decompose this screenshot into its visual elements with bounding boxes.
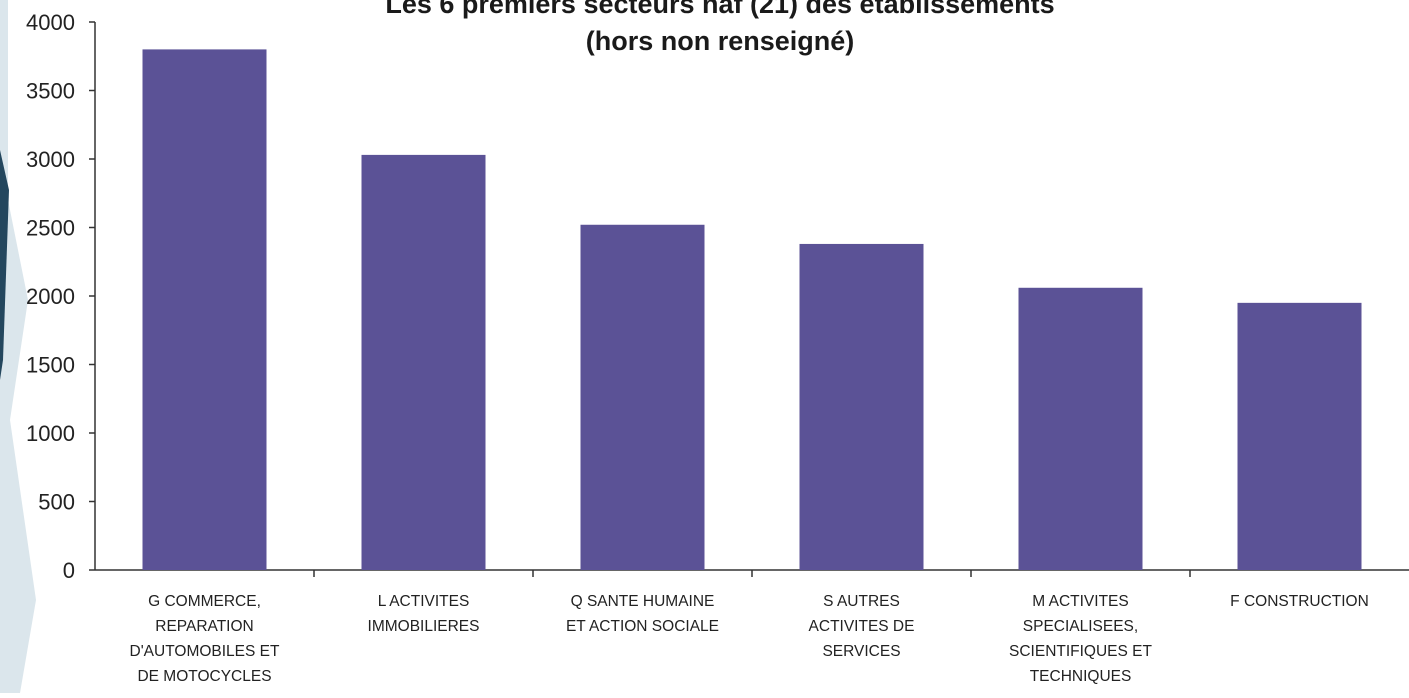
x-tick-label-line: S AUTRES [823,593,900,610]
x-tick-label-line: F CONSTRUCTION [1230,593,1369,610]
x-tick-label-line: DE MOTOCYCLES [137,668,271,685]
x-tick-label-line: ET ACTION SOCIALE [566,618,719,635]
y-tick-label: 4000 [26,10,75,35]
x-tick-label: M ACTIVITES SPECIALISEES, SCIENTIFIQUES ET… [1009,593,1152,685]
x-tick-label-line: ACTIVITES DE [809,618,915,635]
x-tick-label-line: G COMMERCE, [148,593,261,610]
x-tick-label-line: SCIENTIFIQUES ET [1009,643,1152,660]
x-tick-label-line: D'AUTOMOBILES ET [130,643,280,660]
x-tick-label: F CONSTRUCTION [1230,593,1369,610]
x-tick-label: G COMMERCE, REPARATION D'AUTOMOBILES ET DE … [130,593,280,685]
bar [1237,302,1362,570]
chart-title-block: Les 6 premiers secteurs naf (21) des éta… [240,0,1200,60]
x-tick-label-line: SPECIALISEES, [1023,618,1138,635]
bar [799,243,924,570]
x-tick-label-line: Q SANTE HUMAINE [571,593,715,610]
y-tick-label: 2500 [26,216,75,241]
chart-title: Les 6 premiers secteurs naf (21) des éta… [385,0,1055,19]
y-tick-label: 1500 [26,353,75,378]
bar [580,224,705,570]
x-tick-label-line: M ACTIVITES [1032,593,1128,610]
y-tick-label: 3500 [26,79,75,104]
x-tick-label-line: IMMOBILIERES [368,618,480,635]
x-tick-label-line: SERVICES [822,643,900,660]
y-tick-label: 500 [38,490,75,515]
slide-decoration [0,0,36,693]
x-tick-label-line: L ACTIVITES [378,593,470,610]
bar [361,154,486,570]
chart-subtitle: (hors non renseigné) [585,26,855,56]
x-tick-label-line: REPARATION [155,618,253,635]
y-tick-label: 1000 [26,421,75,446]
y-tick-label: 0 [63,558,75,583]
y-tick-label: 3000 [26,147,75,172]
bar [1018,287,1143,570]
x-tick-label-line: TECHNIQUES [1030,668,1132,685]
x-tick-label: L ACTIVITES IMMOBILIERES [368,593,480,635]
x-tick-label: Q SANTE HUMAINE ET ACTION SOCIALE [566,593,719,635]
y-tick-label: 2000 [26,284,75,309]
x-tick-label: S AUTRES ACTIVITES DE SERVICES [809,593,915,660]
bar [142,49,267,570]
